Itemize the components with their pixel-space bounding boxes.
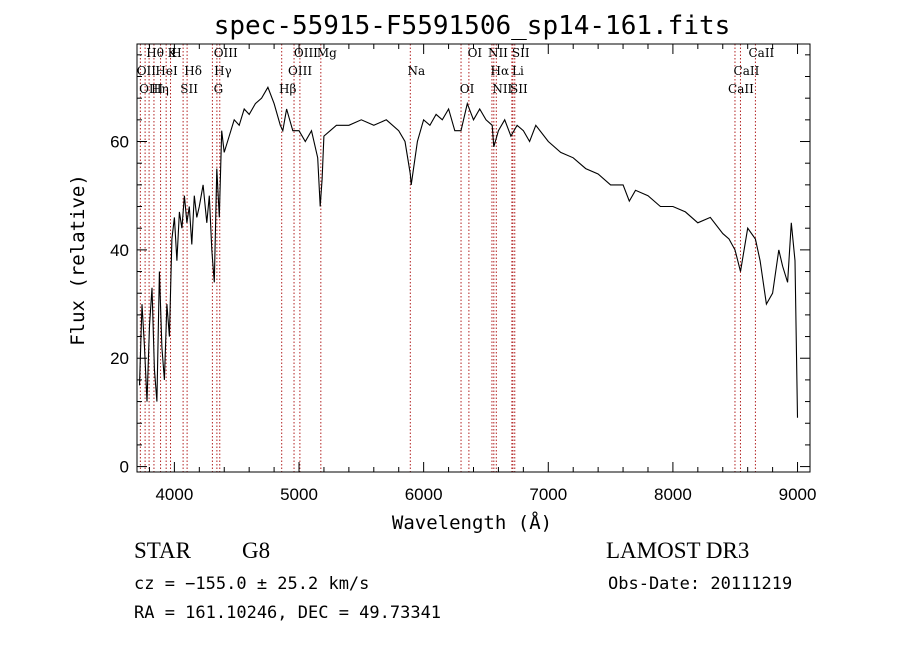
object-class: STAR — [134, 538, 191, 563]
line-label: OI — [468, 46, 483, 60]
line-label: SII — [180, 82, 198, 96]
line-label: Li — [512, 64, 524, 78]
redshift-velocity: cz = −155.0 ± 25.2 km/s — [134, 574, 370, 594]
x-tick-label: 9000 — [779, 485, 817, 504]
x-axis-label: Wavelength (Å) — [392, 511, 552, 534]
line-label: OIII — [139, 82, 163, 96]
line-label: Hθ — [146, 46, 164, 60]
line-label: Hδ — [184, 64, 202, 78]
x-axis-ticks: 4000 5000 6000 7000 8000 9000 — [148, 44, 817, 504]
x-tick-label: 4000 — [155, 485, 193, 504]
observation-date: Obs-Date: 20111219 — [608, 574, 793, 594]
y-tick-label: 0 — [120, 458, 129, 477]
x-tick-label: 7000 — [529, 485, 567, 504]
sky-coordinates: RA = 161.10246, DEC = 49.73341 — [134, 603, 442, 623]
line-label: H — [171, 46, 181, 60]
y-tick-label: 20 — [110, 349, 129, 368]
y-tick-label: 60 — [110, 133, 129, 152]
line-label: SII — [512, 46, 530, 60]
x-tick-label: 5000 — [280, 485, 318, 504]
y-tick-label: 40 — [110, 241, 129, 260]
line-label: Na — [407, 64, 425, 78]
line-label: NII — [488, 46, 508, 60]
line-label: G — [214, 82, 224, 96]
plot-frame — [136, 43, 811, 473]
line-label: NII — [492, 82, 512, 96]
line-label: Hγ — [214, 64, 232, 78]
line-label: OII — [137, 64, 157, 78]
line-label: Hα — [491, 64, 510, 78]
line-label: OIII — [288, 64, 312, 78]
object-subclass: G8 — [242, 538, 271, 563]
line-label: HeI — [155, 64, 178, 78]
line-label: K — [168, 46, 178, 60]
line-label: OIII — [294, 46, 318, 60]
line-label: CaII — [748, 46, 774, 60]
line-label: Mg — [317, 46, 337, 60]
chart-title: spec-55915-F5591506_sp14-161.fits — [214, 11, 731, 41]
line-label: CaII — [728, 82, 754, 96]
emission-line-labels: Hθ OII OIII K HeI Hη HHδ SII OIII Hγ G OIII OIII Hβ Mg… — [137, 46, 775, 96]
x-tick-label: 6000 — [405, 485, 443, 504]
line-label: Hη — [151, 82, 169, 96]
x-tick-label: 8000 — [654, 485, 692, 504]
emission-line-markers — [139, 44, 756, 472]
line-label: OI — [460, 82, 475, 96]
line-label: OIII — [214, 46, 238, 60]
survey-name: LAMOST DR3 — [606, 538, 750, 563]
line-label: CaII — [734, 64, 760, 78]
line-label: Hβ — [279, 82, 296, 96]
spectrum-series-line — [138, 86, 799, 418]
line-label: SII — [510, 82, 528, 96]
y-axis-ticks: 0 20 40 60 — [110, 54, 810, 477]
y-axis-label: Flux (relative) — [67, 174, 89, 346]
